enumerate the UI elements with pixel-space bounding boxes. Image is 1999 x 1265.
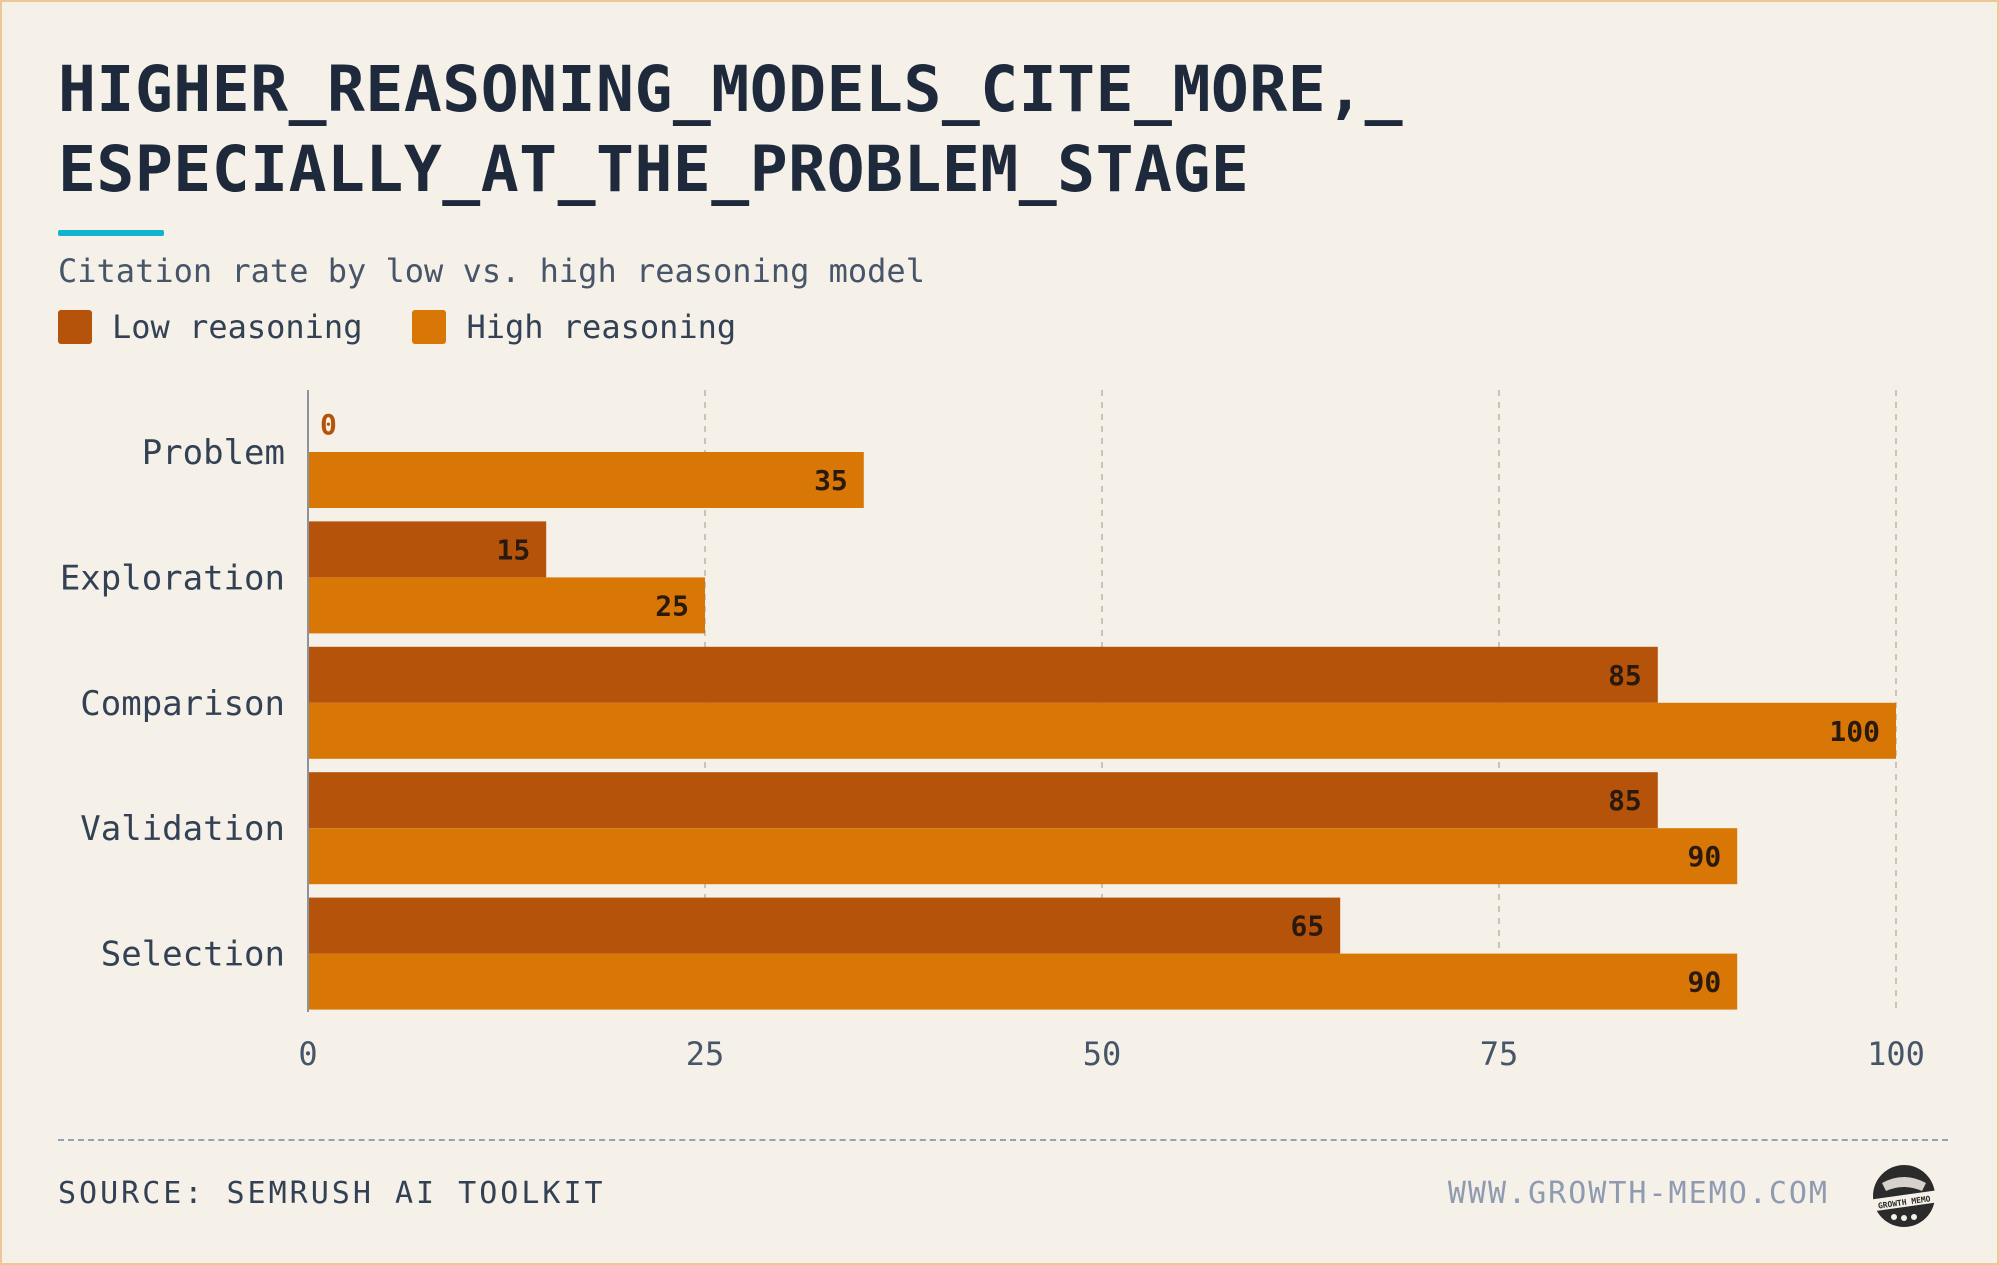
legend-item-high: High reasoning — [412, 308, 736, 346]
chart-title: HIGHER_REASONING_MODELS_CITE_MORE,_ ESPEC… — [58, 50, 1403, 210]
chart-title-line-1: HIGHER_REASONING_MODELS_CITE_MORE,_ — [58, 53, 1404, 126]
bar-high-reasoning-exploration — [308, 577, 705, 634]
data-label-high-reasoning-comparison: 100 — [1829, 715, 1880, 748]
bar-high-reasoning-validation — [308, 828, 1738, 885]
legend-label-high: High reasoning — [466, 308, 737, 346]
data-label-high-reasoning-validation: 90 — [1687, 840, 1721, 873]
x-tick-label-75: 75 — [1480, 1035, 1519, 1073]
bar-low-reasoning-comparison — [308, 646, 1658, 703]
bar-high-reasoning-comparison — [308, 702, 1896, 759]
bar-high-reasoning-problem — [308, 452, 864, 508]
data-label-low-reasoning-validation: 85 — [1608, 784, 1642, 817]
bar-chart: 0 25 50 75 100 Problem 0 35 Exploration 15 25 Compa… — [60, 390, 1925, 1073]
data-label-low-reasoning-comparison: 85 — [1608, 659, 1642, 692]
x-tick-label-100: 100 — [1867, 1035, 1925, 1073]
data-label-low-reasoning-exploration: 15 — [496, 533, 530, 566]
data-label-low-reasoning-problem: 0 — [320, 408, 337, 441]
data-label-high-reasoning-selection: 90 — [1687, 966, 1721, 999]
legend-label-low: Low reasoning — [112, 308, 363, 346]
x-tick-label-50: 50 — [1083, 1035, 1122, 1073]
footer-divider — [58, 1139, 1948, 1141]
legend: Low reasoning High reasoning — [58, 308, 786, 346]
chart-title-line-2: ESPECIALLY_AT_THE_PROBLEM_STAGE — [58, 133, 1250, 206]
legend-item-low: Low reasoning — [58, 308, 362, 346]
category-label-exploration: Exploration — [60, 558, 285, 598]
category-label-validation: Validation — [80, 809, 285, 849]
x-tick-label-25: 25 — [686, 1035, 725, 1073]
site-url: WWW.GROWTH-MEMO.COM — [1447, 1176, 1829, 1211]
growth-memo-logo: GROWTH MEMO — [1869, 1165, 1941, 1227]
legend-swatch-low — [58, 310, 92, 344]
chart-subtitle: Citation rate by low vs. high reasoning … — [58, 252, 925, 290]
bar-low-reasoning-exploration — [308, 521, 547, 578]
category-label-problem: Problem — [142, 433, 285, 473]
data-label-low-reasoning-selection: 65 — [1290, 910, 1324, 943]
category-label-comparison: Comparison — [80, 684, 285, 724]
title-accent-bar — [58, 230, 164, 236]
data-label-high-reasoning-exploration: 25 — [655, 589, 689, 622]
bar-low-reasoning-selection — [308, 897, 1341, 954]
data-label-high-reasoning-problem: 35 — [814, 464, 848, 497]
source-label: SOURCE: SEMRUSH AI TOOLKIT — [58, 1176, 606, 1211]
bar-low-reasoning-validation — [308, 772, 1658, 829]
x-tick-label-0: 0 — [298, 1035, 317, 1073]
bar-high-reasoning-selection — [308, 953, 1738, 1010]
category-label-selection: Selection — [101, 935, 285, 975]
legend-swatch-high — [412, 310, 447, 344]
